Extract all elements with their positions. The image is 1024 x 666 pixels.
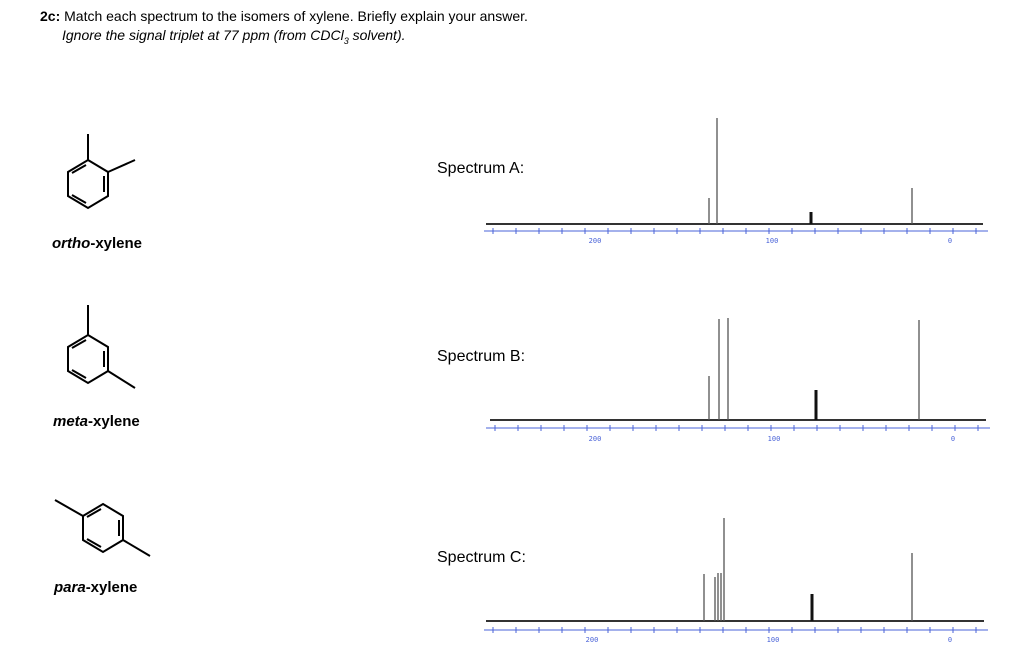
spectrum-b-tick-0: 0: [951, 435, 955, 443]
spectrum-a-tick-200: 200: [589, 237, 602, 245]
para-xylene-structure: para-xylene: [40, 478, 200, 603]
spectrum-c-tick-100: 100: [767, 636, 780, 644]
spectrum-c-ticks: [492, 627, 977, 633]
spectrum-b-ticks: [494, 425, 979, 431]
spectrum-b-tick-100: 100: [768, 435, 781, 443]
ortho-prefix: ortho: [52, 235, 91, 252]
spectrum-a-tick-100: 100: [766, 237, 779, 245]
para-prefix: para: [54, 579, 86, 596]
para-suffix: -xylene: [85, 579, 138, 596]
spectrum-c-tick-0: 0: [948, 636, 952, 644]
meta-xylene-icon: [67, 305, 136, 389]
ortho-xylene-icon: [67, 134, 136, 210]
question-prompt: Match each spectrum to the isomers of xy…: [64, 8, 528, 24]
spectrum-a-label: Spectrum A:: [437, 160, 525, 177]
ortho-xylene-label: ortho-xylene: [52, 235, 142, 252]
spectrum-b: 200 100 0: [478, 310, 998, 450]
spectrum-a-ticks: [492, 228, 977, 234]
meta-prefix: meta: [53, 413, 89, 430]
ortho-xylene-structure: ortho-xylene: [40, 125, 200, 255]
para-xylene-icon: [54, 499, 151, 557]
ortho-suffix: -xylene: [90, 235, 143, 252]
spectrum-a: 200 100 0: [478, 110, 998, 250]
spectrum-c-tick-200: 200: [586, 636, 599, 644]
spectrum-c: 200 100 0: [478, 510, 998, 650]
note-subscript: 3: [343, 35, 349, 46]
spectrum-b-label: Spectrum B:: [437, 348, 526, 365]
note-after: solvent).: [348, 27, 406, 43]
spectrum-a-tick-0: 0: [948, 237, 952, 245]
question-number: 2c:: [40, 8, 61, 24]
meta-xylene-label: meta-xylene: [53, 413, 140, 430]
spectrum-b-tick-200: 200: [589, 435, 602, 443]
question-title: 2c: Match each spectrum to the isomers o…: [40, 8, 528, 24]
meta-xylene-structure: meta-xylene: [40, 300, 200, 435]
spectrum-c-label: Spectrum C:: [437, 549, 526, 566]
note-before: Ignore the signal triplet at 77 ppm (fro…: [62, 27, 344, 43]
question-note: Ignore the signal triplet at 77 ppm (fro…: [62, 27, 406, 46]
meta-suffix: -xylene: [88, 413, 140, 430]
para-xylene-label: para-xylene: [54, 579, 137, 596]
